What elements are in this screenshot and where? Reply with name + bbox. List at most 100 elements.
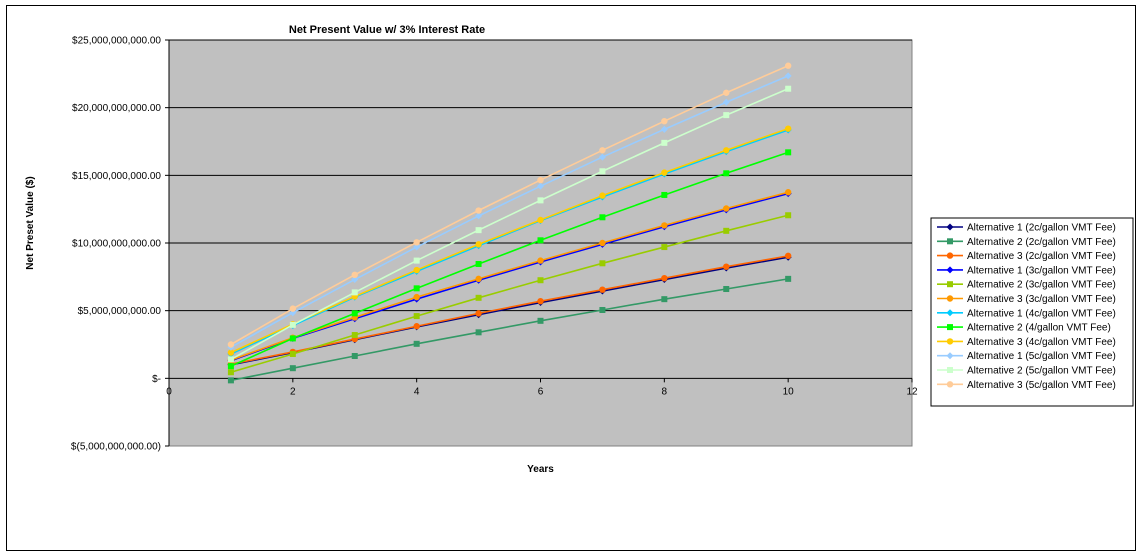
data-point (784, 62, 792, 69)
series-line (230, 87, 789, 361)
data-point (537, 257, 544, 264)
legend-label: Alternative 3 (5c/gallon VMT Fee) (967, 380, 1116, 391)
data-point (785, 275, 792, 282)
data-point (537, 216, 544, 224)
legend-label: Alternative 1 (4c/gallon VMT Fee) (967, 308, 1116, 319)
data-point (661, 222, 668, 229)
legend-label: Alternative 1 (2c/gallon VMT Fee) (967, 223, 1116, 234)
data-point (289, 365, 296, 372)
data-point (413, 243, 421, 251)
data-point (351, 310, 358, 317)
legend-swatch-marker (946, 338, 954, 345)
data-point (351, 271, 358, 279)
legend-swatch-marker (946, 309, 954, 317)
data-point (537, 297, 544, 305)
data-point (227, 349, 235, 356)
data-point (599, 214, 606, 221)
series-layer (227, 62, 792, 384)
data-point (723, 170, 730, 177)
y-tick-label: $20,000,000,000.00 (72, 103, 161, 114)
data-point (723, 147, 730, 154)
chart-canvas: Net Present Value w/ 3% Interest Rate $(… (25, 24, 1134, 475)
x-tick-label: 12 (906, 386, 918, 397)
data-point (599, 260, 606, 267)
legend-entry: Alternative 2 (3c/gallon VMT Fee) (937, 280, 1116, 291)
series-8 (227, 149, 792, 370)
data-point (723, 286, 730, 293)
data-point (599, 306, 606, 313)
y-tick-label: $(5,000,000,000.00) (71, 442, 161, 453)
data-point (661, 191, 668, 198)
data-point (599, 168, 606, 175)
legend-swatch-marker (947, 238, 953, 245)
series-12 (227, 62, 792, 348)
series-line (230, 127, 789, 354)
legend-label: Alternative 2 (5c/gallon VMT Fee) (967, 366, 1116, 377)
data-point (784, 125, 792, 132)
data-point (785, 212, 792, 219)
legend-swatch-marker (946, 381, 954, 388)
data-point (413, 266, 420, 274)
data-point (661, 118, 668, 125)
data-point (661, 296, 668, 303)
series-line (230, 278, 789, 382)
data-point (413, 313, 420, 320)
legend-label: Alternative 2 (2c/gallon VMT Fee) (967, 237, 1116, 248)
legend-swatch-marker (946, 266, 954, 274)
y-tick-label: $- (152, 374, 161, 385)
legend-entry: Alternative 2 (2c/gallon VMT Fee) (937, 237, 1116, 248)
legend-entry: Alternative 1 (5c/gallon VMT Fee) (937, 351, 1116, 362)
data-point (475, 329, 482, 336)
data-point (661, 274, 668, 282)
data-point (227, 356, 234, 363)
data-point (660, 125, 668, 133)
data-point (599, 147, 606, 154)
data-point (475, 241, 482, 248)
y-tick-label: $25,000,000,000.00 (72, 36, 161, 47)
data-point (723, 205, 730, 212)
data-point (599, 192, 606, 199)
data-point (413, 285, 420, 292)
data-point (413, 323, 420, 330)
data-point (723, 112, 730, 119)
data-point (413, 340, 420, 347)
data-point (785, 149, 792, 156)
x-tick-label: 8 (662, 386, 668, 397)
data-point (289, 350, 296, 357)
series-line (230, 151, 789, 367)
data-point (351, 276, 359, 284)
legend-entry: Alternative 3 (5c/gallon VMT Fee) (937, 380, 1116, 391)
data-point (413, 293, 420, 301)
data-point (661, 169, 668, 176)
series-2 (227, 275, 792, 384)
chart-title: Net Present Value w/ 3% Interest Rate (289, 24, 485, 36)
chart-frame: Net Present Value w/ 3% Interest Rate $(… (6, 5, 1136, 551)
data-point (475, 212, 483, 220)
data-point (351, 353, 358, 360)
x-tick-label: 0 (166, 386, 172, 397)
legend-label: Alternative 1 (5c/gallon VMT Fee) (967, 351, 1116, 362)
data-point (537, 237, 544, 244)
data-point (661, 139, 668, 146)
data-point (537, 176, 544, 184)
data-point (475, 310, 482, 317)
data-point (723, 227, 730, 234)
data-point (227, 369, 234, 376)
x-tick-label: 2 (290, 386, 296, 397)
data-point (599, 239, 606, 247)
legend-swatch-marker (947, 367, 953, 373)
legend-box (930, 217, 1134, 407)
series-line (230, 75, 789, 348)
axes: $(5,000,000,000.00) $- $5,000,000,000.00 $1… (71, 36, 918, 453)
legend-label: Alternative 1 (3c/gallon VMT Fee) (967, 265, 1116, 276)
legend-entry: Alternative 2 (5c/gallon VMT Fee) (937, 366, 1116, 377)
legend-entry: Alternative 3 (3c/gallon VMT Fee) (937, 294, 1116, 305)
data-point (227, 377, 234, 384)
data-point (413, 239, 420, 246)
data-point (598, 153, 606, 161)
series-line (230, 64, 789, 346)
x-axis-title: Years (527, 464, 554, 475)
legend-label: Alternative 2 (3c/gallon VMT Fee) (967, 280, 1116, 291)
legend-entry: Alternative 1 (4c/gallon VMT Fee) (937, 308, 1116, 319)
legend-label: Alternative 3 (2c/gallon VMT Fee) (967, 251, 1116, 262)
